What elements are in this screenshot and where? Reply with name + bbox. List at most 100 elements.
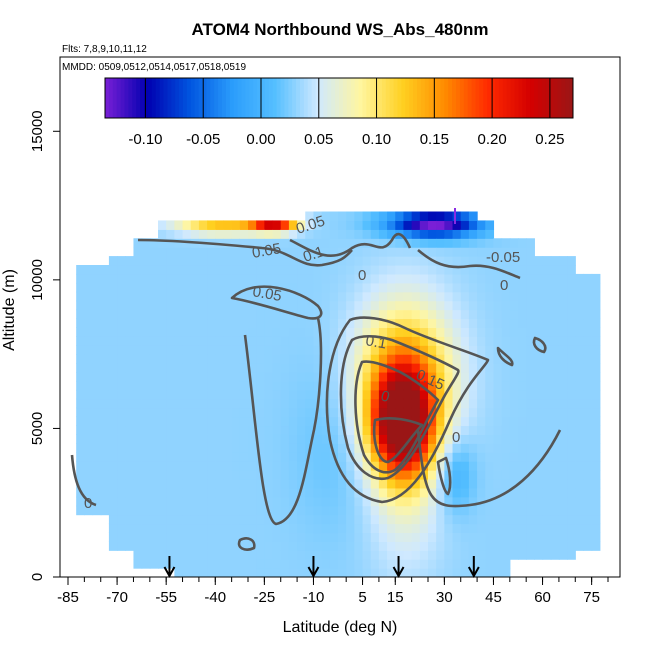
heatmap-cell (174, 407, 184, 418)
heatmap-cell (100, 407, 110, 418)
colorbar-swatch (561, 78, 566, 118)
colorbar-swatch (190, 78, 196, 118)
heatmap-cell (288, 345, 298, 355)
heatmap-cell (411, 318, 421, 328)
heatmap-cell (215, 434, 225, 444)
heatmap-cell (354, 389, 364, 400)
contour-line (137, 238, 353, 267)
heatmap-cell (558, 389, 568, 400)
heatmap-cell (526, 478, 535, 489)
heatmap-cell (231, 514, 241, 525)
heatmap-cell (493, 478, 503, 489)
heatmap-cell (198, 505, 208, 516)
heatmap-cell (280, 265, 290, 275)
heatmap-cell (313, 505, 323, 516)
heatmap-cell (329, 425, 339, 435)
heatmap-cell (485, 523, 495, 534)
heatmap-cell (460, 389, 470, 400)
colorbar-frame (104, 77, 574, 119)
heatmap-cell (370, 282, 380, 293)
heatmap-cell (558, 282, 568, 293)
heatmap-cell (354, 265, 364, 275)
heatmap-cell (198, 496, 208, 507)
heatmap-cell (370, 265, 380, 275)
heatmap-cell (133, 354, 143, 364)
heatmap-cell (485, 256, 495, 266)
heatmap-cell (248, 291, 257, 302)
heatmap-cell (158, 282, 167, 293)
heatmap-cell (338, 514, 347, 525)
heatmap-cell (378, 282, 388, 293)
heatmap-cell (215, 461, 225, 471)
heatmap-cell (583, 300, 593, 311)
heatmap-cell (411, 273, 421, 284)
heatmap-cell (526, 461, 535, 471)
heatmap-cell (583, 273, 593, 284)
heatmap-cell (248, 247, 257, 257)
heatmap-cell (338, 229, 347, 239)
heatmap-cell (501, 327, 511, 337)
heatmap-cell (239, 300, 249, 311)
heatmap-cell (567, 371, 576, 382)
heatmap-cell (329, 470, 339, 480)
heatmap-cell (239, 256, 249, 266)
heatmap-cell (583, 282, 593, 293)
heatmap-cell (207, 452, 216, 462)
heatmap-cell (190, 541, 200, 551)
heatmap-cell (387, 541, 396, 551)
heatmap-cell (428, 478, 437, 489)
heatmap-cell (174, 532, 184, 542)
heatmap-cell (346, 559, 355, 569)
heatmap-cell (419, 398, 429, 409)
heatmap-cell (297, 327, 306, 337)
heatmap-cell (141, 532, 151, 542)
heatmap-cell (485, 300, 495, 311)
profile-arrow-head (163, 566, 176, 579)
heatmap-cell (108, 282, 118, 293)
heatmap-cell (305, 309, 315, 320)
heatmap-cell (468, 380, 478, 391)
heatmap-cell (468, 300, 478, 311)
heatmap-cell (550, 505, 560, 516)
heatmap-cell (305, 336, 315, 346)
heatmap-cell (125, 523, 135, 534)
heatmap-cell (92, 470, 102, 480)
heatmap-cell (125, 318, 135, 328)
heatmap-cell (305, 345, 315, 355)
heatmap-cell (583, 291, 593, 302)
heatmap-cell (215, 416, 225, 427)
heatmap-cell (223, 300, 233, 311)
heatmap-cell (117, 407, 126, 418)
colorbar-swatch (198, 78, 203, 118)
heatmap-cell (133, 282, 143, 293)
heatmap-cell (452, 541, 462, 551)
heatmap-cell (558, 523, 568, 534)
heatmap-cell (125, 363, 135, 373)
heatmap-cell (428, 220, 437, 230)
heatmap-cell (468, 541, 478, 551)
heatmap-cell (149, 354, 159, 364)
heatmap-cell (370, 238, 380, 248)
heatmap-cell (256, 514, 265, 525)
heatmap-cell (108, 309, 118, 320)
heatmap-cell (158, 300, 167, 311)
heatmap-cell (297, 380, 306, 391)
heatmap-cell (428, 398, 437, 409)
heatmap-cell (338, 541, 347, 551)
heatmap-cell (174, 273, 184, 284)
heatmap-cell (297, 273, 306, 284)
profile-arrow-head (392, 566, 405, 579)
heatmap-cell (84, 265, 94, 275)
heatmap-cell (321, 478, 331, 489)
heatmap-cell (526, 470, 535, 480)
heatmap-cell (305, 541, 315, 551)
heatmap-cell (338, 282, 347, 293)
heatmap-cell (321, 318, 331, 328)
heatmap-cell (76, 443, 85, 453)
heatmap-cell (149, 380, 159, 391)
heatmap-cell (141, 505, 151, 516)
heatmap-cell (542, 354, 552, 364)
heatmap-cell (534, 434, 544, 444)
heatmap-cell (354, 309, 364, 320)
heatmap-cell (518, 541, 527, 551)
